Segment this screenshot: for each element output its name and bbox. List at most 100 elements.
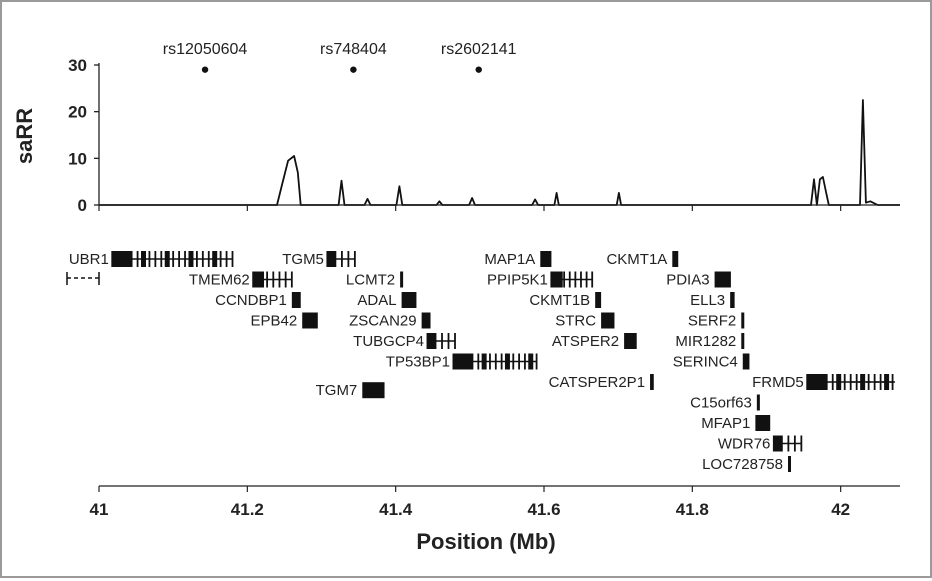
- gene-exon: [340, 251, 343, 267]
- gene-label: STRC: [555, 313, 596, 330]
- gene-label: SERINC4: [673, 354, 738, 371]
- gene-label: TUBGCP4: [353, 333, 424, 350]
- gene-exon: [489, 353, 491, 370]
- snp-label: rs12050604: [163, 41, 248, 58]
- gene-label: LCMT2: [346, 272, 395, 289]
- gene-exon: [141, 251, 146, 267]
- gene-label: MAP1A: [484, 251, 535, 268]
- gene-exon: [178, 251, 180, 267]
- snp-point: [475, 66, 482, 73]
- gene-label: MIR1282: [675, 333, 736, 350]
- gene-block: [455, 353, 473, 370]
- x-tick-label: 42: [831, 500, 850, 519]
- gene-exon: [278, 271, 281, 288]
- gene-exon: [136, 251, 139, 267]
- gene-label: MFAP1: [701, 415, 750, 432]
- sarr-line: [99, 99, 900, 206]
- gene-block: [421, 312, 431, 329]
- gene-block: [650, 374, 654, 390]
- snp-label: rs2602141: [441, 41, 517, 58]
- gene-exon: [454, 333, 456, 349]
- gene-exon: [266, 271, 269, 288]
- gene-exon: [212, 251, 218, 267]
- gene-exon: [441, 333, 443, 349]
- gene-block: [742, 353, 750, 370]
- gene-exon: [500, 353, 503, 370]
- gene-exon: [585, 271, 588, 288]
- gene-exon: [272, 271, 275, 288]
- gene-label: TMEM62: [189, 272, 250, 289]
- gene-block: [552, 271, 563, 288]
- gene-label: ATSPER2: [552, 333, 619, 350]
- x-tick-label: 41.4: [379, 500, 413, 519]
- gene-block: [775, 435, 782, 452]
- plot-layer: [99, 99, 900, 206]
- gene-label: PPIP5K1: [487, 272, 548, 289]
- snp-layer: rs12050604 rs748404 rs2602141: [163, 41, 517, 73]
- axes: 0 10 20 30 41 41.2 41.4 41.6 41.8 42: [68, 56, 900, 519]
- gene-exon: [879, 374, 882, 390]
- snp-label: rs748404: [320, 41, 387, 58]
- gene-label: CATSPER2P1: [549, 374, 645, 391]
- snp-point: [350, 66, 357, 73]
- gene-label: ZSCAN29: [349, 313, 417, 330]
- gene-label: C15orf63: [690, 395, 752, 412]
- gene-exon: [207, 251, 210, 267]
- x-tick-label: 41.6: [527, 500, 560, 519]
- gene-block: [328, 251, 336, 267]
- gene-exon: [225, 251, 228, 267]
- gene-exon: [831, 374, 834, 390]
- gene-exon: [172, 251, 175, 267]
- snp-point: [201, 66, 209, 73]
- gene-exon: [284, 271, 287, 288]
- gene-block: [756, 394, 760, 411]
- x-tick-label: 41.8: [676, 500, 709, 519]
- y-tick-label: 0: [78, 196, 87, 215]
- gene-block: [291, 292, 301, 308]
- gene-label: SERF2: [688, 313, 736, 330]
- gene-exon: [148, 251, 151, 267]
- gene-exon: [568, 271, 571, 288]
- gene-exon: [477, 353, 480, 370]
- y-tick-label: 10: [68, 149, 87, 168]
- gene-exon: [787, 435, 790, 452]
- gene-label: CKMT1A: [606, 251, 667, 268]
- gene-exon: [290, 271, 293, 288]
- gene-label: ELL3: [690, 292, 725, 309]
- y-axis-title: saRR: [12, 108, 37, 164]
- gene-block: [429, 333, 436, 349]
- gene-label: TP53BP1: [386, 354, 450, 371]
- gene-block: [672, 251, 679, 267]
- gene-block: [601, 312, 615, 329]
- gene-label: LOC728758: [702, 456, 783, 473]
- gene-block: [400, 271, 404, 288]
- gene-exon: [160, 251, 163, 267]
- gene-exon: [518, 353, 521, 370]
- gene-exon: [836, 374, 842, 390]
- gene-exon: [843, 374, 846, 390]
- gene-exon: [347, 251, 350, 267]
- gene-exon: [855, 374, 858, 390]
- gene-block: [624, 333, 637, 349]
- gene-exon: [800, 435, 803, 452]
- gene-exon: [154, 251, 157, 267]
- gene-block: [714, 271, 731, 288]
- gene-exon: [219, 251, 222, 267]
- x-tick-label: 41.2: [231, 500, 264, 519]
- y-tick-label: 20: [68, 103, 87, 122]
- gene-exon: [184, 251, 186, 267]
- gene-block: [302, 312, 318, 329]
- y-tick-label: 30: [68, 56, 87, 75]
- gene-label: CKMT1B: [529, 292, 590, 309]
- gene-exon: [574, 271, 577, 288]
- gene-label: PDIA3: [666, 272, 709, 289]
- gene-label: TGM7: [316, 382, 358, 399]
- gene-label: FRMD5: [752, 374, 804, 391]
- gene-exon: [164, 251, 170, 267]
- x-tick-label: 41: [90, 500, 109, 519]
- gene-block: [808, 374, 827, 390]
- gene-block: [741, 333, 745, 349]
- gene-exon: [188, 251, 194, 267]
